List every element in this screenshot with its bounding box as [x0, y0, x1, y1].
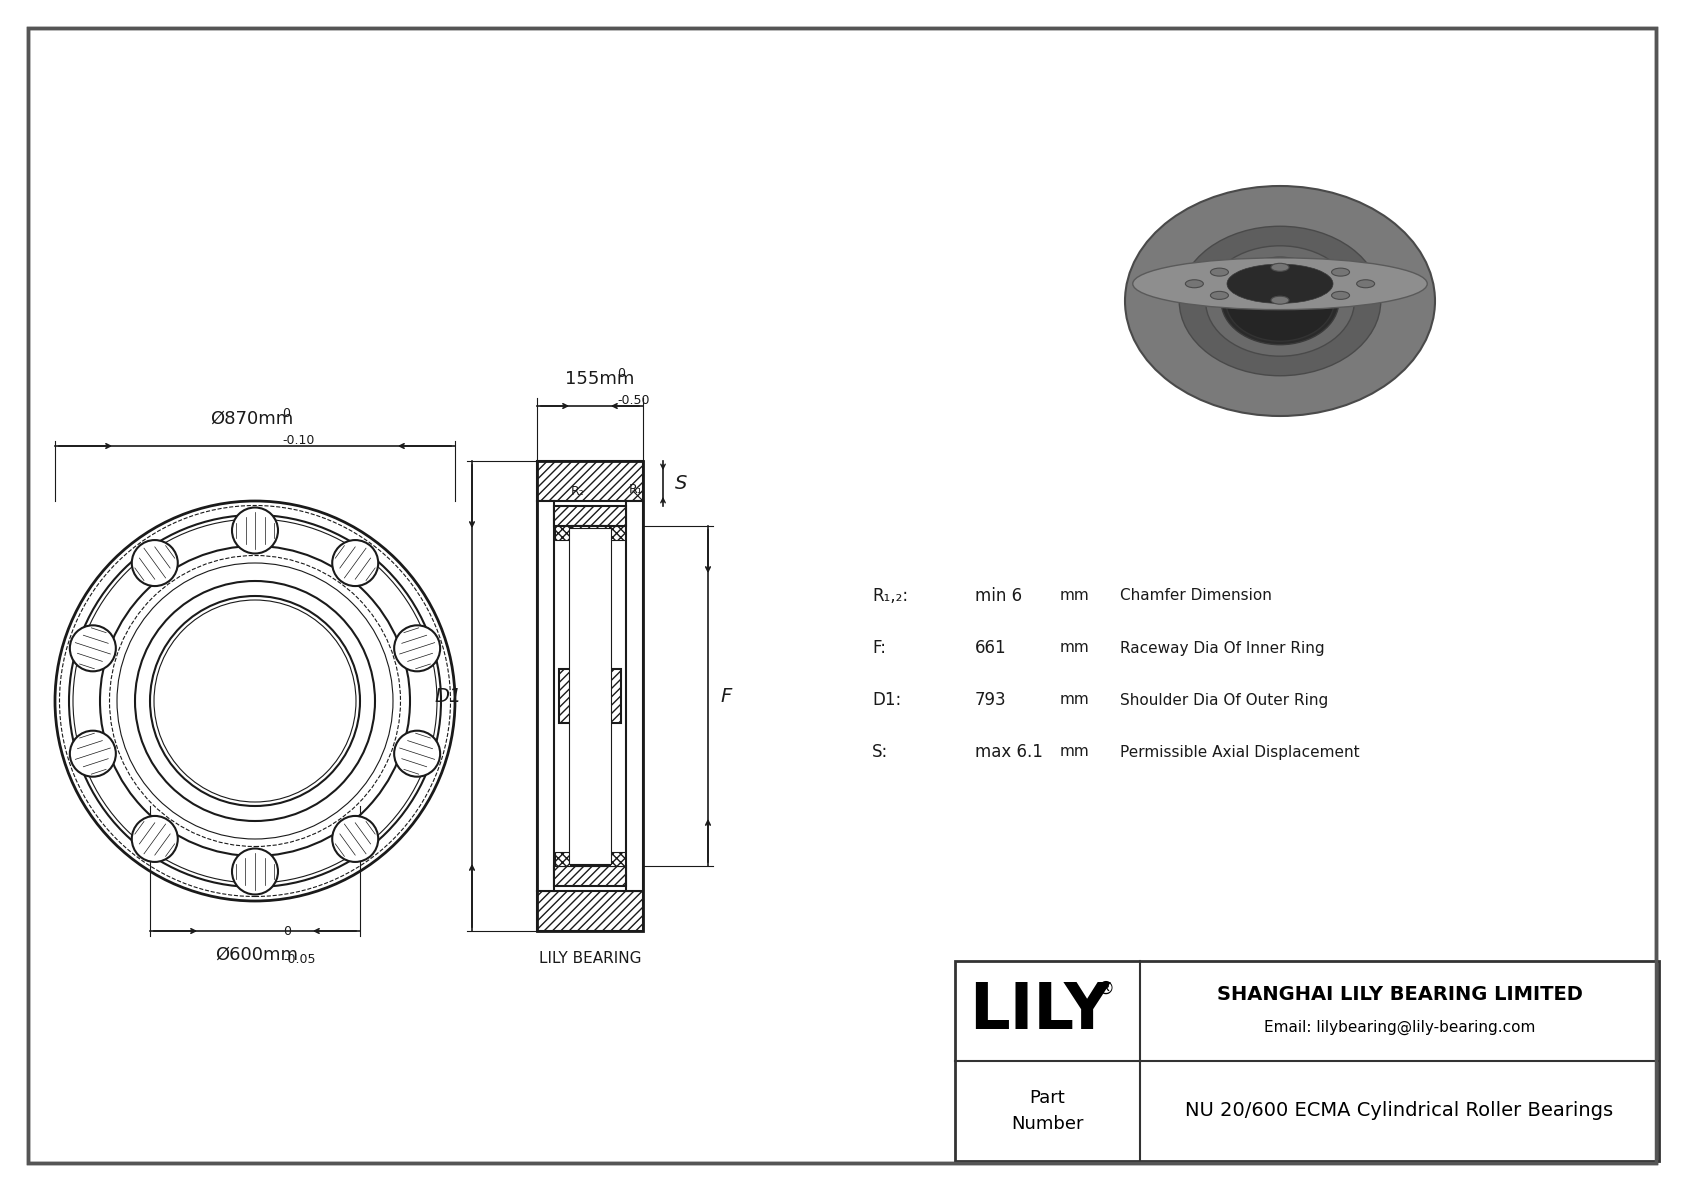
Circle shape: [56, 501, 455, 902]
Text: mm: mm: [1059, 588, 1090, 604]
Text: mm: mm: [1059, 744, 1090, 760]
Circle shape: [332, 816, 379, 862]
Bar: [955, 961, 1659, 1161]
Bar: [554, 506, 626, 526]
Text: F:: F:: [872, 640, 886, 657]
Text: 661: 661: [975, 640, 1007, 657]
Bar: [537, 461, 643, 501]
Text: max 6.1: max 6.1: [975, 743, 1042, 761]
Text: SHANGHAI LILY BEARING LIMITED: SHANGHAI LILY BEARING LIMITED: [1216, 985, 1583, 1004]
Text: -0.50: -0.50: [616, 394, 650, 407]
Bar: [537, 891, 643, 931]
Text: R₁: R₁: [630, 484, 643, 495]
Bar: [556, 526, 569, 540]
Bar: [554, 866, 626, 886]
Text: -0.05: -0.05: [283, 953, 315, 966]
Circle shape: [69, 731, 116, 777]
Circle shape: [332, 540, 379, 586]
Circle shape: [394, 625, 440, 672]
Ellipse shape: [1271, 297, 1288, 304]
Text: Ø870mm: Ø870mm: [210, 410, 293, 428]
Text: D1: D1: [434, 686, 461, 705]
Ellipse shape: [1228, 264, 1334, 304]
Text: LILY BEARING: LILY BEARING: [539, 950, 642, 966]
Bar: [573, 526, 610, 669]
Bar: [573, 723, 610, 866]
Circle shape: [131, 816, 179, 862]
Ellipse shape: [1332, 292, 1349, 299]
Text: NU 20/600 ECMA Cylindrical Roller Bearings: NU 20/600 ECMA Cylindrical Roller Bearin…: [1186, 1102, 1613, 1121]
Text: S:: S:: [872, 743, 887, 761]
Text: Ø600mm: Ø600mm: [216, 946, 298, 964]
Text: 155mm: 155mm: [566, 370, 635, 388]
Text: Email: lilybearing@lily-bearing.com: Email: lilybearing@lily-bearing.com: [1263, 1019, 1536, 1035]
Ellipse shape: [1357, 280, 1374, 288]
Ellipse shape: [1226, 261, 1334, 342]
Ellipse shape: [1125, 186, 1435, 416]
Text: F: F: [721, 686, 731, 705]
Bar: [610, 526, 625, 540]
Text: mm: mm: [1059, 692, 1090, 707]
Text: ®: ®: [1096, 980, 1115, 998]
Ellipse shape: [1186, 280, 1204, 288]
Text: min 6: min 6: [975, 587, 1022, 605]
Ellipse shape: [1332, 268, 1349, 276]
Text: R₁,₂:: R₁,₂:: [872, 587, 908, 605]
Circle shape: [394, 731, 440, 777]
Bar: [610, 852, 625, 866]
Bar: [569, 528, 611, 863]
Ellipse shape: [1206, 245, 1354, 356]
Text: 0: 0: [281, 407, 290, 420]
Text: -0.10: -0.10: [281, 434, 315, 447]
Text: R₂: R₂: [571, 485, 584, 498]
Text: Shoulder Dia Of Outer Ring: Shoulder Dia Of Outer Ring: [1120, 692, 1329, 707]
Bar: [626, 501, 643, 891]
Ellipse shape: [1271, 263, 1288, 272]
Bar: [537, 461, 643, 931]
Text: D1:: D1:: [872, 691, 901, 709]
Circle shape: [69, 625, 116, 672]
Bar: [537, 501, 554, 891]
Circle shape: [131, 540, 179, 586]
Ellipse shape: [1221, 257, 1339, 344]
Text: LILY: LILY: [968, 980, 1110, 1042]
Circle shape: [232, 507, 278, 554]
Bar: [556, 852, 569, 866]
Text: Chamfer Dimension: Chamfer Dimension: [1120, 588, 1271, 604]
Ellipse shape: [1179, 226, 1381, 375]
Text: Raceway Dia Of Inner Ring: Raceway Dia Of Inner Ring: [1120, 641, 1325, 655]
Ellipse shape: [1211, 268, 1228, 276]
Bar: [559, 669, 621, 723]
Ellipse shape: [1211, 292, 1228, 299]
Text: Permissible Axial Displacement: Permissible Axial Displacement: [1120, 744, 1359, 760]
Circle shape: [232, 848, 278, 894]
Text: 0: 0: [283, 925, 291, 939]
Text: 0: 0: [616, 367, 625, 380]
Text: 793: 793: [975, 691, 1007, 709]
Text: Part
Number: Part Number: [1012, 1089, 1084, 1133]
Ellipse shape: [1133, 258, 1428, 310]
Text: S: S: [675, 474, 687, 493]
Text: mm: mm: [1059, 641, 1090, 655]
